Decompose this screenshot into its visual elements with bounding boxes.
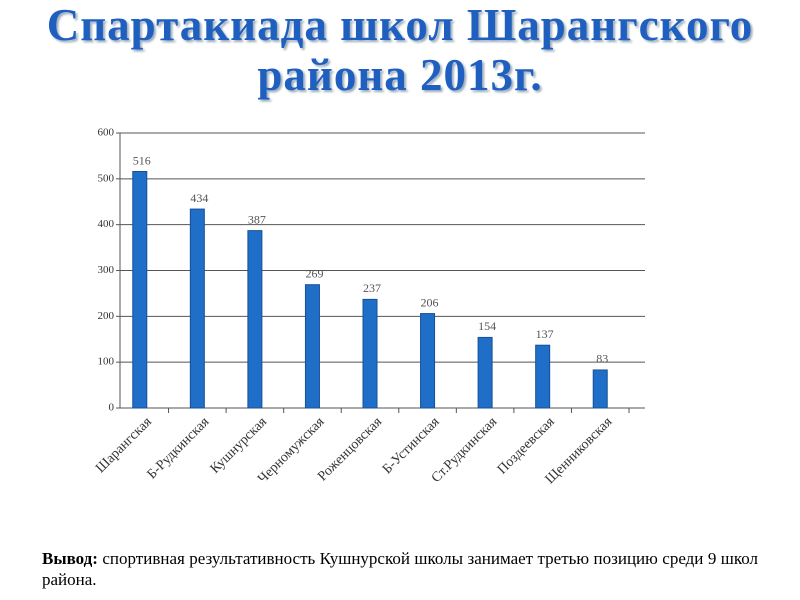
x-tick-label: Б-Устинская (380, 414, 443, 477)
y-tick-label: 100 (98, 356, 115, 368)
slide-title: Спартакиада школ Шарангского района 2013… (46, 0, 754, 100)
bar (477, 336, 493, 409)
bar (420, 313, 436, 409)
bar (247, 230, 263, 409)
bar (132, 171, 148, 409)
x-tick-label: Кушнурская (208, 414, 271, 477)
value-label: 137 (536, 327, 554, 341)
value-label: 269 (305, 266, 323, 280)
chart: 0 100 200 300 400 500 600 Шарангская 516 Б-Рудкин… (93, 127, 645, 487)
value-label: 387 (248, 212, 266, 226)
x-tick-label: Шарангская (93, 414, 155, 476)
bar (592, 369, 608, 409)
value-label: 154 (478, 319, 496, 333)
value-label: 206 (421, 295, 439, 309)
x-tick-label: Поздеевская (495, 414, 558, 477)
y-tick-label: 300 (98, 264, 115, 276)
bar (304, 284, 320, 409)
conclusion-text: спортивная результативность Кушнурской ш… (42, 549, 758, 589)
value-label: 434 (190, 191, 208, 205)
conclusion-label: Вывод: (42, 549, 98, 568)
y-tick-label: 500 (98, 172, 115, 184)
bar (535, 344, 551, 409)
value-label: 237 (363, 281, 381, 295)
bar (362, 298, 378, 409)
y-tick-label: 600 (98, 127, 115, 139)
y-tick-label: 400 (98, 218, 115, 230)
y-tick-label: 200 (98, 310, 115, 322)
value-label: 83 (596, 352, 608, 366)
x-tick-label: Б-Рудкинская (145, 414, 213, 482)
bar (189, 208, 205, 409)
y-tick-label: 0 (109, 402, 115, 414)
conclusion: Вывод: спортивная результативность Кушну… (42, 548, 758, 590)
value-label: 516 (133, 153, 151, 167)
